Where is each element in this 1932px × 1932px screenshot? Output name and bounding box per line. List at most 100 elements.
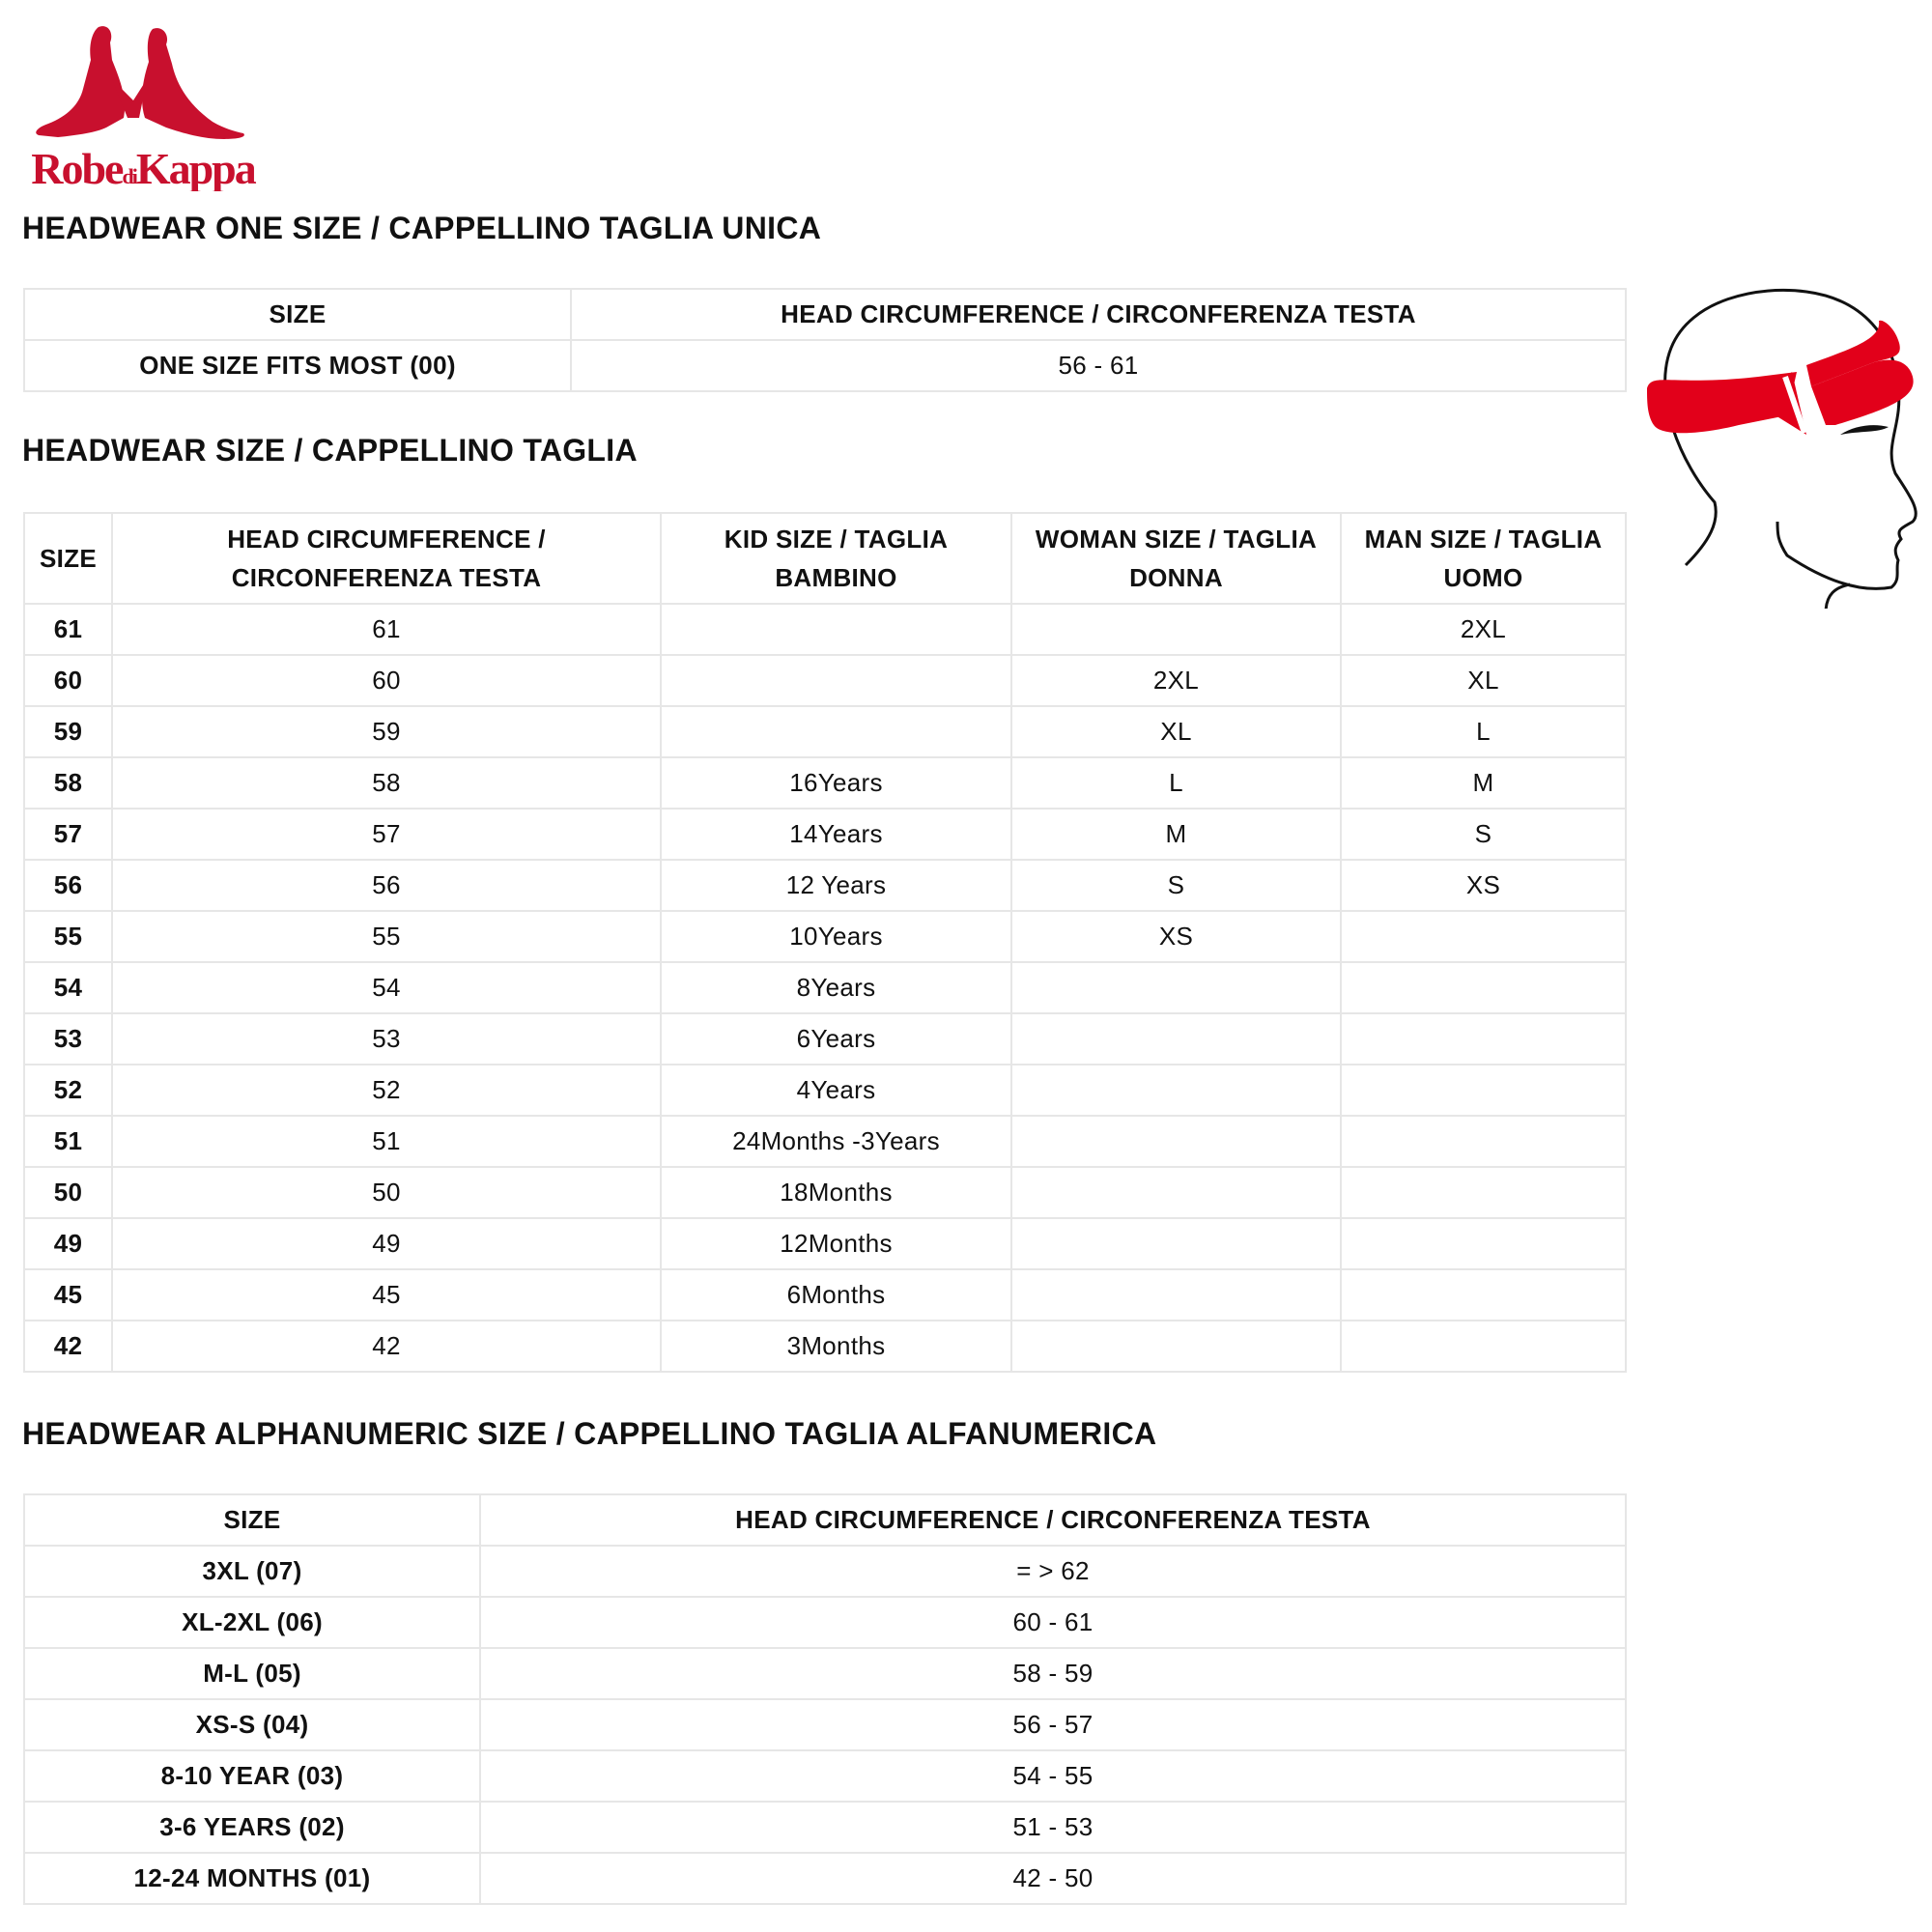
header-kid-size: KID SIZE / TAGLIA BAMBINO [660,512,1012,605]
kid-size-cell: 8Years [660,961,1012,1014]
table-row: 3XL (07) = > 62 [23,1545,1627,1598]
table-row: 45 45 6Months [23,1268,1627,1321]
table-row: 60 60 2XL XL [23,654,1627,707]
woman-size-cell: XS [1010,910,1342,963]
size-cell: 42 [23,1320,113,1373]
table-row: 61 61 2XL [23,603,1627,656]
circumference-cell: 57 [111,808,662,861]
table-header-row: SIZE HEAD CIRCUMFERENCE / CIRCONFERENZA … [23,1493,1627,1547]
kid-size-cell: 18Months [660,1166,1012,1219]
woman-size-cell: S [1010,859,1342,912]
woman-size-cell [1010,1166,1342,1219]
circumference-cell: 61 [111,603,662,656]
size-cell: 12-24 MONTHS (01) [23,1852,481,1905]
size-cell: 3XL (07) [23,1545,481,1598]
circumference-cell: 42 [111,1320,662,1373]
size-cell: 61 [23,603,113,656]
woman-size-cell [1010,1012,1342,1065]
circumference-cell: 55 [111,910,662,963]
circumference-cell: = > 62 [479,1545,1627,1598]
table-row: XL-2XL (06) 60 - 61 [23,1596,1627,1649]
circumference-cell: 58 [111,756,662,810]
kid-size-cell [660,654,1012,707]
woman-size-cell [1010,1217,1342,1270]
header-size: SIZE [23,288,572,341]
size-cell: M-L (05) [23,1647,481,1700]
size-cell: 50 [23,1166,113,1219]
kid-size-cell: 16Years [660,756,1012,810]
table-row: 59 59 XL L [23,705,1627,758]
woman-size-cell [1010,961,1342,1014]
size-cell: 57 [23,808,113,861]
man-size-cell: XS [1340,859,1627,912]
size-cell: 54 [23,961,113,1014]
size-cell: ONE SIZE FITS MOST (00) [23,339,572,392]
kid-size-cell [660,705,1012,758]
table-header-row: SIZE HEAD CIRCUMFERENCE / CIRCONFERENZA … [23,512,1627,605]
circumference-cell: 51 [111,1115,662,1168]
size-cell: 51 [23,1115,113,1168]
circumference-cell: 53 [111,1012,662,1065]
man-size-cell: 2XL [1340,603,1627,656]
header-head-circumference: HEAD CIRCUMFERENCE / CIRCONFERENZA TESTA [570,288,1627,341]
table-row: 8-10 YEAR (03) 54 - 55 [23,1749,1627,1803]
kid-size-cell: 14Years [660,808,1012,861]
size-cell: 59 [23,705,113,758]
table-row: 56 56 12 Years S XS [23,859,1627,912]
man-size-cell: M [1340,756,1627,810]
man-size-cell [1340,910,1627,963]
size-cell: 52 [23,1064,113,1117]
circumference-cell: 42 - 50 [479,1852,1627,1905]
man-size-cell [1340,1268,1627,1321]
robe-di-kappa-logo: RobediKappa [31,26,259,191]
man-size-cell: S [1340,808,1627,861]
woman-size-cell: 2XL [1010,654,1342,707]
woman-size-cell [1010,1320,1342,1373]
head-measurement-icon [1647,288,1918,609]
circumference-cell: 51 - 53 [479,1801,1627,1854]
size-cell: 55 [23,910,113,963]
woman-size-cell [1010,1268,1342,1321]
man-size-cell [1340,1320,1627,1373]
circumference-cell: 50 [111,1166,662,1219]
table-row: XS-S (04) 56 - 57 [23,1698,1627,1751]
size-cell: 60 [23,654,113,707]
circumference-cell: 60 [111,654,662,707]
size-title: HEADWEAR SIZE / CAPPELLINO TAGLIA [22,433,638,468]
circumference-cell: 56 - 57 [479,1698,1627,1751]
table-row: 42 42 3Months [23,1320,1627,1373]
header-size: SIZE [23,1493,481,1547]
table-row: 57 57 14Years M S [23,808,1627,861]
table-row: M-L (05) 58 - 59 [23,1647,1627,1700]
kid-size-cell: 6Months [660,1268,1012,1321]
circumference-cell: 58 - 59 [479,1647,1627,1700]
man-size-cell [1340,1064,1627,1117]
table-row: 49 49 12Months [23,1217,1627,1270]
kid-size-cell: 10Years [660,910,1012,963]
man-size-cell [1340,1166,1627,1219]
table-row: 3-6 YEARS (02) 51 - 53 [23,1801,1627,1854]
size-cell: XL-2XL (06) [23,1596,481,1649]
kid-size-cell: 12 Years [660,859,1012,912]
svg-text:RobediKappa: RobediKappa [31,144,257,191]
man-size-cell: XL [1340,654,1627,707]
kid-size-cell: 24Months -3Years [660,1115,1012,1168]
man-size-cell [1340,1115,1627,1168]
woman-size-cell: M [1010,808,1342,861]
circumference-cell: 56 - 61 [570,339,1627,392]
size-cell: 8-10 YEAR (03) [23,1749,481,1803]
size-cell: 53 [23,1012,113,1065]
header-size: SIZE [23,512,113,605]
woman-size-cell: XL [1010,705,1342,758]
circumference-cell: 54 - 55 [479,1749,1627,1803]
circumference-cell: 56 [111,859,662,912]
table-row: 12-24 MONTHS (01) 42 - 50 [23,1852,1627,1905]
table-row: ONE SIZE FITS MOST (00) 56 - 61 [23,339,1627,392]
header-woman-size: WOMAN SIZE / TAGLIA DONNA [1010,512,1342,605]
circumference-cell: 45 [111,1268,662,1321]
size-cell: 58 [23,756,113,810]
table-row: 58 58 16Years L M [23,756,1627,810]
circumference-cell: 52 [111,1064,662,1117]
kid-size-cell [660,603,1012,656]
circumference-cell: 54 [111,961,662,1014]
